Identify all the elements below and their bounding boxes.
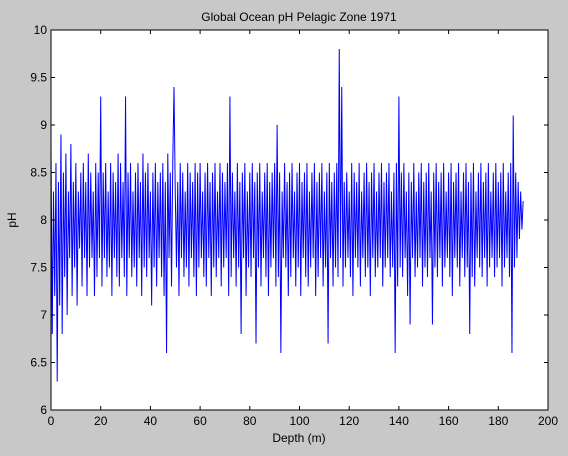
y-tick-label: 8.5 — [30, 166, 47, 180]
x-tick-label: 200 — [538, 414, 558, 428]
y-tick-label: 7 — [40, 308, 47, 322]
x-axis-ticks: 0 20 40 60 80 100 120 140 160 180 200 — [48, 30, 558, 428]
y-tick-label: 6 — [40, 403, 47, 417]
x-tick-label: 40 — [144, 414, 158, 428]
x-tick-label: 60 — [193, 414, 207, 428]
y-tick-label: 8 — [40, 213, 47, 227]
y-axis-ticks: 6 6.5 7 7.5 8 8.5 9 9.5 10 — [30, 23, 548, 417]
x-axis-label: Depth (m) — [272, 431, 325, 445]
y-tick-label: 10 — [34, 23, 48, 37]
x-tick-label: 0 — [48, 414, 55, 428]
y-tick-label: 6.5 — [30, 356, 47, 370]
x-tick-label: 100 — [289, 414, 309, 428]
x-tick-label: 120 — [339, 414, 359, 428]
chart-title: Global Ocean pH Pelagic Zone 1971 — [201, 10, 397, 24]
x-tick-label: 20 — [94, 414, 108, 428]
y-tick-label: 9.5 — [30, 71, 47, 85]
plot-area — [51, 30, 548, 410]
x-tick-label: 140 — [389, 414, 409, 428]
series-line-0 — [50, 48, 524, 382]
y-tick-label: 7.5 — [30, 261, 47, 275]
series-layer — [50, 48, 524, 382]
y-tick-label: 9 — [40, 118, 47, 132]
x-tick-label: 80 — [243, 414, 257, 428]
y-axis-label: pH — [5, 212, 19, 227]
x-tick-label: 160 — [439, 414, 459, 428]
x-tick-label: 180 — [488, 414, 508, 428]
